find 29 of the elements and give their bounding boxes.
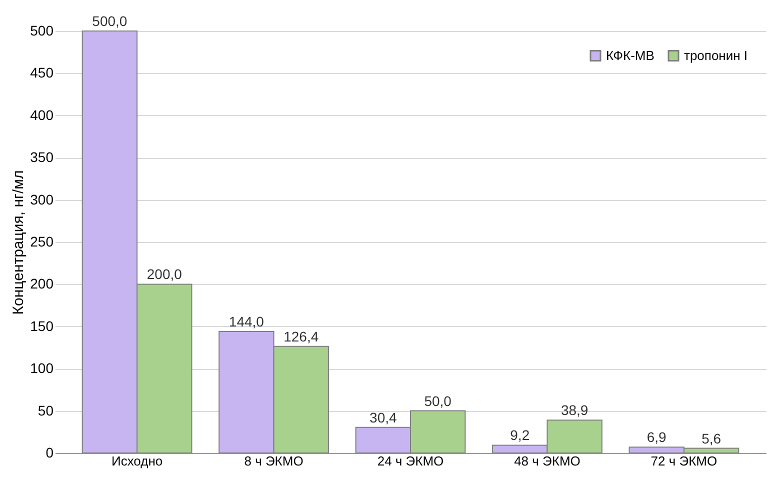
x-tick-label: 24 ч ЭКМО	[377, 454, 444, 468]
data-label: 30,4	[370, 409, 397, 426]
y-tick-label: 250	[30, 234, 54, 250]
y-tick-label: 150	[30, 318, 54, 334]
data-label: 200,0	[146, 266, 182, 282]
y-axis-title: Концентрация, нг/мл	[10, 170, 28, 315]
y-tick-label: 400	[30, 106, 54, 123]
y-tick-label: 50	[38, 402, 54, 418]
legend-label: КФК-МВ	[606, 48, 654, 63]
data-label: 9,2	[510, 427, 530, 444]
y-tick-label: 350	[30, 149, 54, 166]
legend-label: тропонин I	[684, 48, 748, 63]
data-label: 5,6	[702, 430, 722, 446]
y-tick-label: 0	[46, 444, 54, 460]
data-label: 38,9	[560, 402, 588, 418]
y-tick-label: 300	[30, 191, 54, 208]
y-tick-label: 450	[30, 64, 54, 81]
x-tick-label: 8 ч ЭКМО	[244, 454, 304, 468]
data-label: 6,9	[646, 429, 667, 446]
y-tick-label: 500	[30, 22, 54, 38]
x-tick-label: 48 ч ЭКМО	[514, 454, 580, 468]
data-label: 126,4	[284, 328, 319, 344]
x-tick-label: 72 ч ЭКМО	[650, 454, 718, 468]
y-tick-label: 100	[30, 360, 54, 376]
data-label: 50,0	[424, 392, 452, 409]
data-label: 144,0	[228, 313, 264, 330]
data-label: 500,0	[92, 13, 128, 29]
y-tick-label: 200	[30, 276, 54, 292]
x-tick-label: Исходно	[111, 454, 163, 468]
